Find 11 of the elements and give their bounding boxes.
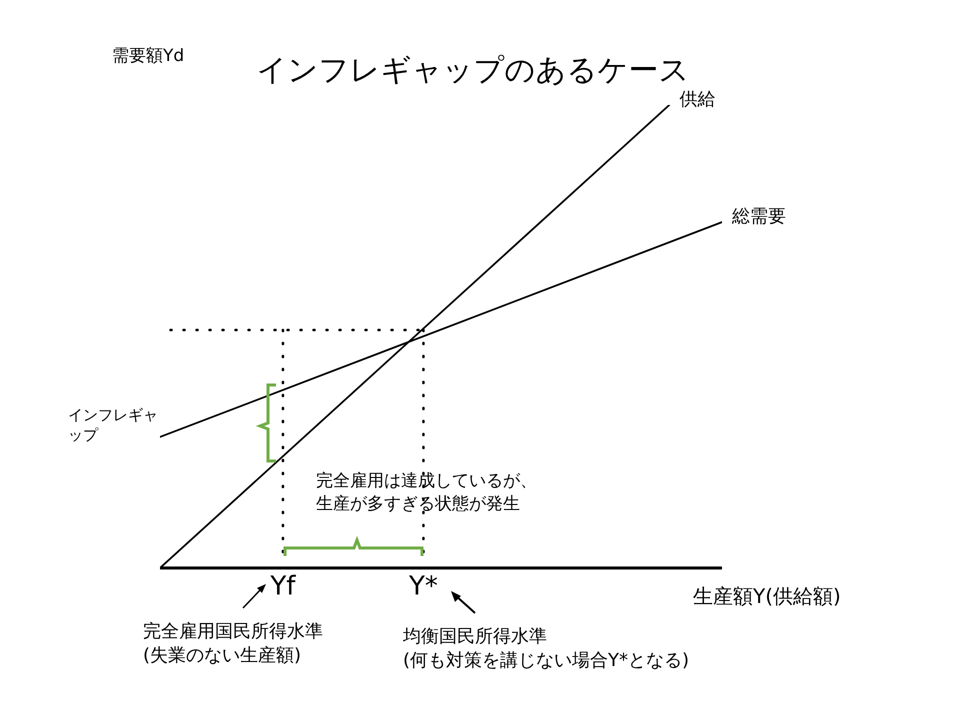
annotation: 完全雇用は達成しているが、生産が多すぎる状態が発生 bbox=[316, 470, 538, 516]
series-label: 供給 bbox=[679, 89, 716, 110]
text: インフレギャップ bbox=[68, 405, 159, 446]
x-tick-label: Y* bbox=[408, 571, 438, 602]
x-tick-label: Yf bbox=[269, 571, 296, 602]
text: 完全雇用国民所得水準 (失業のない生産額) bbox=[143, 620, 323, 668]
chart-title: インフレギャップのあるケース bbox=[256, 53, 690, 88]
series-label: 総需要 bbox=[731, 206, 786, 228]
x-axis-title: 生産額Y(供給額) bbox=[693, 583, 841, 610]
text: 均衡国民所得水準 (何も対策を講じない場合Y*となる) bbox=[403, 625, 690, 674]
y-axis-title: 需要額Yd bbox=[112, 45, 184, 67]
